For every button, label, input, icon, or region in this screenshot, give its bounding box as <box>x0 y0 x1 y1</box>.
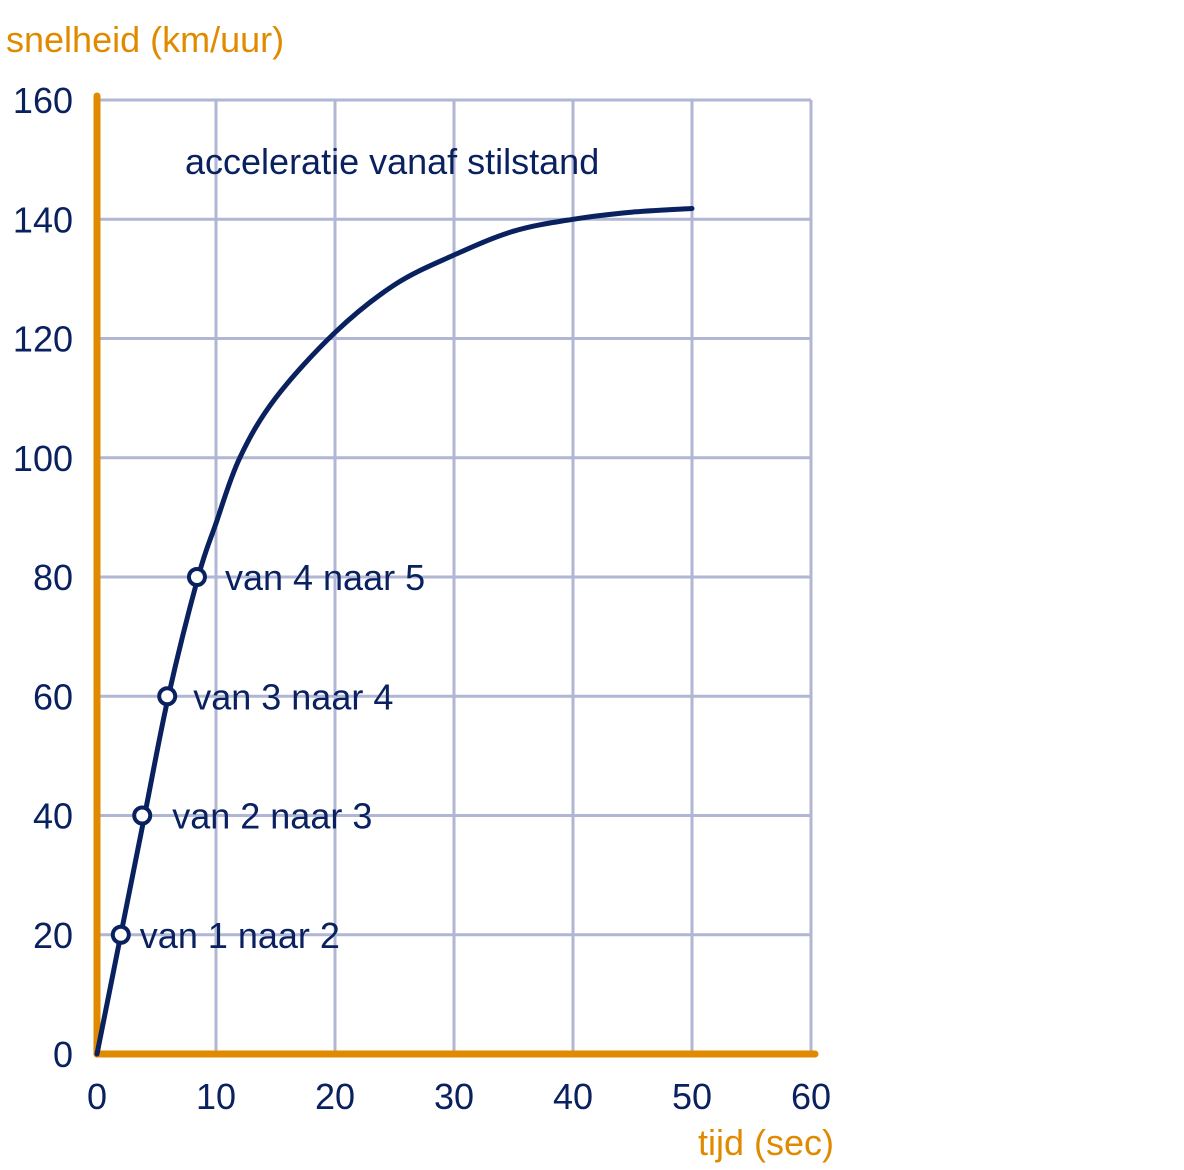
gear-shift-label: van 1 naar 2 <box>140 915 340 956</box>
y-tick-label: 60 <box>33 676 73 717</box>
x-tick-label: 50 <box>672 1076 712 1117</box>
y-tick-label: 80 <box>33 557 73 598</box>
gear-shift-label: van 2 naar 3 <box>172 796 372 837</box>
gear-shift-label: van 4 naar 5 <box>225 557 425 598</box>
x-tick-label: 40 <box>553 1076 593 1117</box>
gear-shift-marker <box>132 805 153 826</box>
y-axis-label: snelheid (km/uur) <box>6 19 284 60</box>
y-tick-label: 140 <box>13 199 73 240</box>
tick-labels: 0 20 40 60 80 100 120 140 160 0 10 20 30 40 50 60 <box>13 80 831 1117</box>
chart-title: acceleratie vanaf stilstand <box>185 141 599 182</box>
x-tick-label: 20 <box>315 1076 355 1117</box>
gear-shift-marker <box>157 686 178 707</box>
y-tick-label: 20 <box>33 915 73 956</box>
y-tick-label: 120 <box>13 319 73 360</box>
x-tick-label: 60 <box>791 1076 831 1117</box>
x-tick-label: 30 <box>434 1076 474 1117</box>
y-tick-label: 100 <box>13 438 73 479</box>
x-tick-label: 10 <box>196 1076 236 1117</box>
x-tick-label: 0 <box>87 1076 107 1117</box>
x-axis-label: tijd (sec) <box>698 1122 834 1163</box>
gear-shift-marker <box>186 567 207 587</box>
axes <box>93 92 819 1058</box>
y-tick-label: 160 <box>13 80 73 121</box>
y-tick-label: 40 <box>33 796 73 837</box>
grid <box>97 98 813 1054</box>
gear-shift-marker <box>110 924 131 945</box>
y-tick-label: 0 <box>53 1034 73 1075</box>
annotation-markers: van 1 naar 2 van 2 naar 3 van 3 naar 4 van … <box>110 557 425 956</box>
gear-shift-label: van 3 naar 4 <box>193 676 393 717</box>
